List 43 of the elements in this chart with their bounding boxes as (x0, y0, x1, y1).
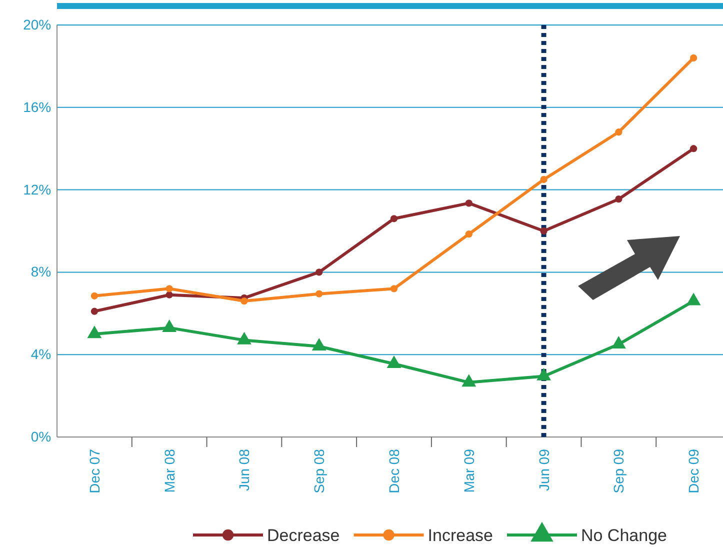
point (611, 336, 626, 348)
x-tick-label: Dec 08 (386, 448, 402, 494)
point (316, 290, 323, 298)
point (690, 145, 698, 152)
point (90, 308, 98, 315)
point (316, 268, 323, 276)
point (166, 285, 173, 292)
y-tick-label: 16% (23, 98, 52, 115)
y-tick-label: 12% (23, 181, 52, 198)
y-tick-label: 8% (30, 264, 52, 280)
point (390, 215, 398, 222)
point (540, 176, 548, 184)
x-tick-label: Jun 09 (536, 448, 552, 492)
y-tick-label: 20% (23, 16, 52, 32)
x-tick-label: Mar 08 (161, 448, 178, 493)
x-tick-label: Dec 07 (86, 448, 102, 494)
point (540, 227, 548, 235)
point (390, 285, 398, 292)
point (615, 196, 622, 203)
point (615, 128, 622, 136)
y-tick-label: 4% (30, 346, 52, 362)
point (536, 368, 551, 380)
y-tick-label: 0% (30, 428, 52, 444)
point (240, 297, 248, 305)
point (87, 326, 102, 338)
point (312, 338, 326, 351)
point (465, 230, 472, 238)
point (686, 292, 701, 306)
point (386, 356, 402, 368)
point (465, 200, 472, 207)
x-tick-label: Dec 09 (686, 448, 702, 494)
point (90, 292, 98, 300)
legend-label: Increase (428, 526, 493, 545)
x-tick-label: Mar 09 (460, 448, 477, 493)
legend-label: No Change (580, 526, 667, 545)
point (462, 374, 476, 387)
x-tick-label: Sep 09 (610, 448, 627, 494)
point (237, 332, 252, 344)
point (166, 291, 173, 298)
x-tick-label: Jun 08 (236, 448, 252, 492)
x-tick-label: Sep 08 (311, 448, 328, 494)
legend-label: Decrease (267, 526, 340, 545)
point (162, 319, 177, 332)
